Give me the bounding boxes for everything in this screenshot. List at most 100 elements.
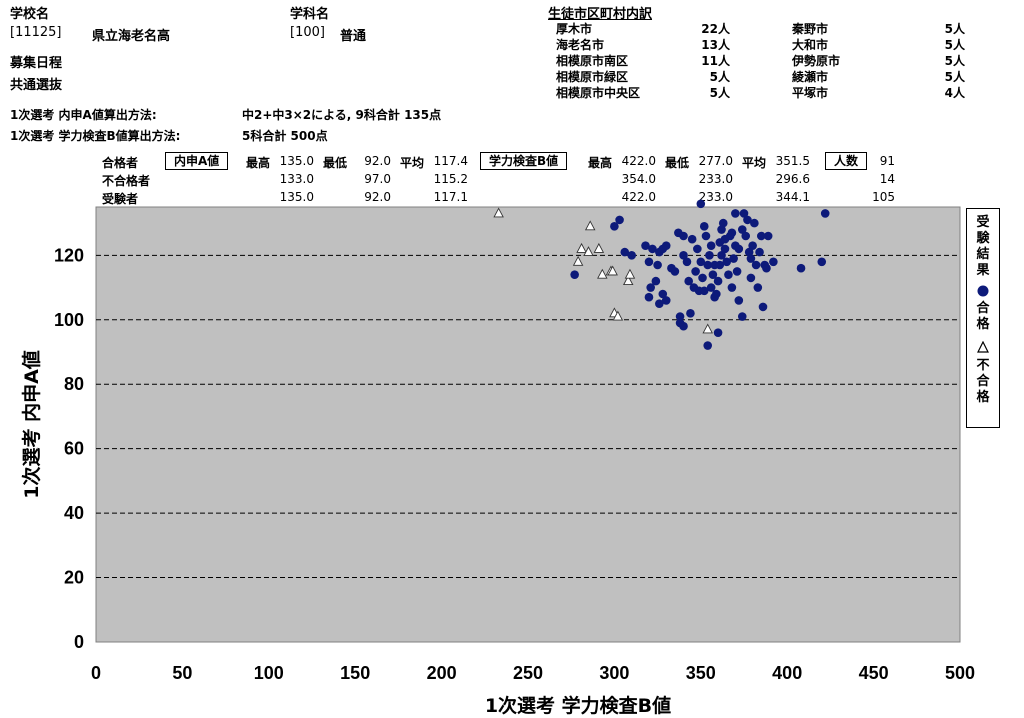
pass-point bbox=[620, 247, 630, 257]
pass-point bbox=[706, 283, 716, 292]
school-code: [11125] bbox=[10, 25, 62, 40]
method-b-label: 1次選考 学力検査B値算出方法: bbox=[10, 129, 181, 143]
pass-point bbox=[679, 321, 688, 331]
pass-point bbox=[746, 254, 756, 263]
stats-b-max: 422.0 bbox=[621, 154, 656, 168]
pass-point bbox=[758, 302, 768, 312]
pass-point bbox=[615, 215, 624, 225]
pass-point bbox=[724, 270, 733, 279]
pass-point bbox=[708, 270, 718, 279]
pass-point bbox=[746, 273, 756, 283]
municipality-count: 11人 bbox=[701, 54, 730, 68]
legend: 受験結果 合格 不合格 bbox=[966, 208, 1000, 428]
pass-point bbox=[705, 251, 714, 260]
pass-point bbox=[701, 231, 711, 241]
stats-a-min: 97.0 bbox=[364, 172, 391, 186]
municipality-count: 5人 bbox=[944, 70, 965, 84]
x-tick-label: 100 bbox=[254, 663, 284, 683]
fail-point bbox=[493, 207, 504, 218]
stats-b-min-label: 最低 bbox=[665, 156, 690, 170]
pass-point bbox=[648, 244, 657, 254]
legend-fail-label: 不合格 bbox=[976, 358, 990, 405]
stats-row-label: 合格者 bbox=[102, 156, 139, 170]
pass-point bbox=[706, 241, 716, 250]
pass-point bbox=[644, 292, 654, 302]
legend-pass-icon bbox=[967, 285, 999, 301]
stats-a-avg: 117.4 bbox=[433, 154, 468, 168]
pass-point bbox=[763, 231, 773, 241]
pass-point bbox=[644, 257, 654, 267]
municipality-count: 5人 bbox=[944, 54, 965, 68]
stats-a-min: 92.0 bbox=[364, 190, 391, 204]
pass-point bbox=[737, 312, 747, 321]
municipality-count: 5人 bbox=[709, 86, 730, 100]
x-tick-label: 350 bbox=[686, 663, 716, 683]
stats-n: 91 bbox=[879, 154, 895, 168]
fail-marker-icon bbox=[977, 340, 989, 353]
stats-b-max: 354.0 bbox=[621, 172, 656, 186]
method-a-value: 中2+中3×2による, 9科合計 135点 bbox=[242, 108, 442, 122]
pass-point bbox=[753, 283, 763, 292]
y-tick-label: 100 bbox=[54, 310, 84, 330]
pass-point bbox=[796, 263, 806, 273]
fail-point bbox=[584, 220, 596, 231]
pass-point bbox=[703, 341, 713, 350]
dept-label: 学科名 bbox=[290, 7, 330, 22]
pass-point bbox=[718, 218, 728, 228]
stats-a-label: 内申A値 bbox=[165, 152, 229, 170]
pass-point bbox=[670, 267, 680, 276]
municipality-name: 綾瀬市 bbox=[792, 70, 829, 84]
fail-point bbox=[624, 268, 636, 279]
stats-b-avg: 296.6 bbox=[775, 172, 810, 186]
schedule-label: 募集日程 bbox=[10, 56, 63, 71]
pass-point bbox=[744, 247, 754, 257]
y-tick-label: 20 bbox=[64, 568, 84, 588]
stats-b-min: 233.0 bbox=[698, 190, 733, 204]
municipality-count: 4人 bbox=[944, 86, 965, 100]
pass-point bbox=[741, 231, 751, 241]
stats-a-avg-label: 平均 bbox=[400, 156, 425, 170]
pass-point bbox=[717, 251, 726, 260]
stats-row-label: 受験者 bbox=[102, 192, 139, 206]
pass-point bbox=[732, 267, 742, 276]
pass-point bbox=[610, 222, 619, 231]
municipality-name: 相模原市南区 bbox=[556, 54, 629, 68]
stats-a-max: 133.0 bbox=[279, 172, 314, 186]
municipality-name: 海老名市 bbox=[556, 38, 605, 52]
municipality-name: 大和市 bbox=[792, 38, 829, 52]
school-name: 県立海老名高 bbox=[92, 29, 171, 44]
school-label: 学校名 bbox=[10, 7, 50, 22]
pass-point bbox=[715, 260, 725, 270]
pass-point bbox=[698, 273, 707, 283]
municipality-name: 厚木市 bbox=[556, 22, 593, 36]
x-tick-label: 0 bbox=[91, 663, 101, 683]
pass-point bbox=[651, 276, 661, 286]
stats-a-avg: 115.2 bbox=[433, 172, 468, 186]
municipality-name: 平塚市 bbox=[792, 86, 829, 100]
stats-b-avg: 351.5 bbox=[775, 154, 810, 168]
x-tick-label: 400 bbox=[772, 663, 802, 683]
pass-point bbox=[693, 244, 702, 254]
fail-point bbox=[612, 310, 624, 321]
stats-n-label: 人数 bbox=[825, 152, 868, 170]
stats-a-min-label: 最低 bbox=[323, 156, 348, 170]
x-tick-label: 150 bbox=[340, 663, 370, 683]
pass-point bbox=[679, 251, 688, 260]
x-tick-label: 450 bbox=[859, 663, 889, 683]
fail-point bbox=[572, 255, 584, 266]
stats-b-max-label: 最高 bbox=[588, 156, 613, 170]
legend-title: 受験結果 bbox=[976, 215, 990, 278]
x-tick-label: 300 bbox=[599, 663, 629, 683]
stats-row-label: 不合格者 bbox=[102, 174, 151, 188]
stats-n: 14 bbox=[879, 172, 895, 186]
x-tick-label: 500 bbox=[945, 663, 975, 683]
pass-point bbox=[748, 241, 757, 250]
pass-point bbox=[756, 231, 766, 241]
legend-pass-label: 合格 bbox=[976, 301, 990, 332]
pass-point bbox=[682, 257, 692, 267]
pass-point bbox=[699, 222, 709, 231]
municipality-count: 5人 bbox=[709, 70, 730, 84]
municipality-name: 相模原市緑区 bbox=[556, 70, 629, 84]
schedule-value: 共通選抜 bbox=[10, 78, 63, 93]
